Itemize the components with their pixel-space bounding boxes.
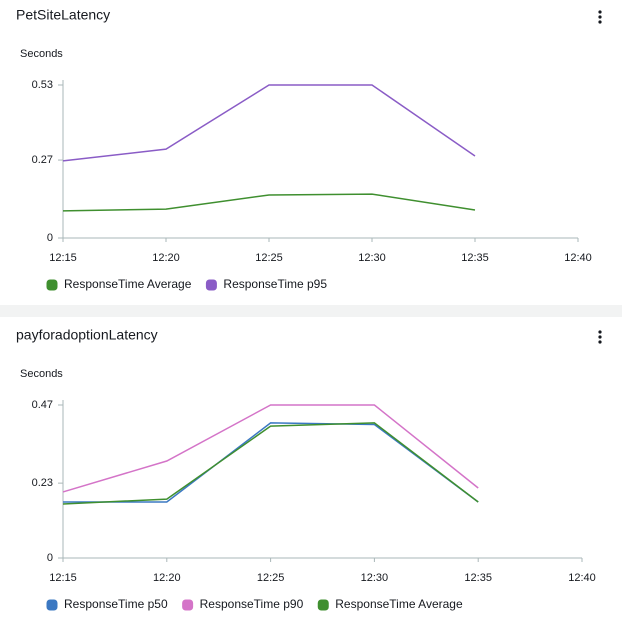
x-tick-label: 12:35 (464, 572, 492, 584)
legend-swatch (181, 598, 195, 612)
legend-label: ResponseTime p95 (223, 277, 327, 291)
legend-swatch (316, 598, 330, 612)
x-tick-label: 12:20 (153, 572, 181, 584)
y-tick-label: 0 (47, 552, 53, 564)
y-tick-label: 0 (47, 232, 53, 244)
chart-title: PetSiteLatency (16, 7, 110, 23)
panel-gap (0, 305, 622, 317)
series-line (63, 422, 479, 503)
y-axis-label: Seconds (20, 368, 63, 380)
y-tick-label: 0.53 (32, 79, 53, 91)
series-line (62, 404, 479, 493)
legend-swatch (45, 278, 59, 292)
series-line (62, 422, 479, 505)
panel (0, 0, 622, 305)
x-tick-label: 12:35 (461, 252, 489, 264)
legend-swatch (45, 598, 59, 612)
x-tick-label: 12:20 (152, 252, 180, 264)
x-tick-label: 12:15 (49, 252, 77, 264)
menu-icon[interactable] (598, 330, 602, 344)
menu-icon[interactable] (598, 10, 602, 24)
legend-label: ResponseTime p50 (64, 597, 168, 611)
series-line (62, 193, 476, 212)
x-tick-label: 12:15 (49, 572, 77, 584)
legend-label: ResponseTime Average (64, 277, 192, 291)
x-tick-label: 12:40 (564, 252, 592, 264)
legend-swatch (204, 278, 218, 292)
x-tick-label: 12:25 (255, 252, 283, 264)
y-tick-label: 0.23 (32, 477, 53, 489)
chart-title: payforadoptionLatency (16, 327, 158, 343)
x-tick-label: 12:25 (257, 572, 285, 584)
y-tick-label: 0.27 (32, 154, 53, 166)
y-tick-label: 0.47 (32, 399, 53, 411)
x-tick-label: 12:40 (568, 572, 596, 584)
y-axis-label: Seconds (20, 48, 63, 60)
series-line (62, 84, 476, 162)
x-tick-label: 12:30 (358, 252, 386, 264)
legend-label: ResponseTime Average (335, 597, 463, 611)
x-tick-label: 12:30 (361, 572, 389, 584)
legend-label: ResponseTime p90 (200, 597, 304, 611)
